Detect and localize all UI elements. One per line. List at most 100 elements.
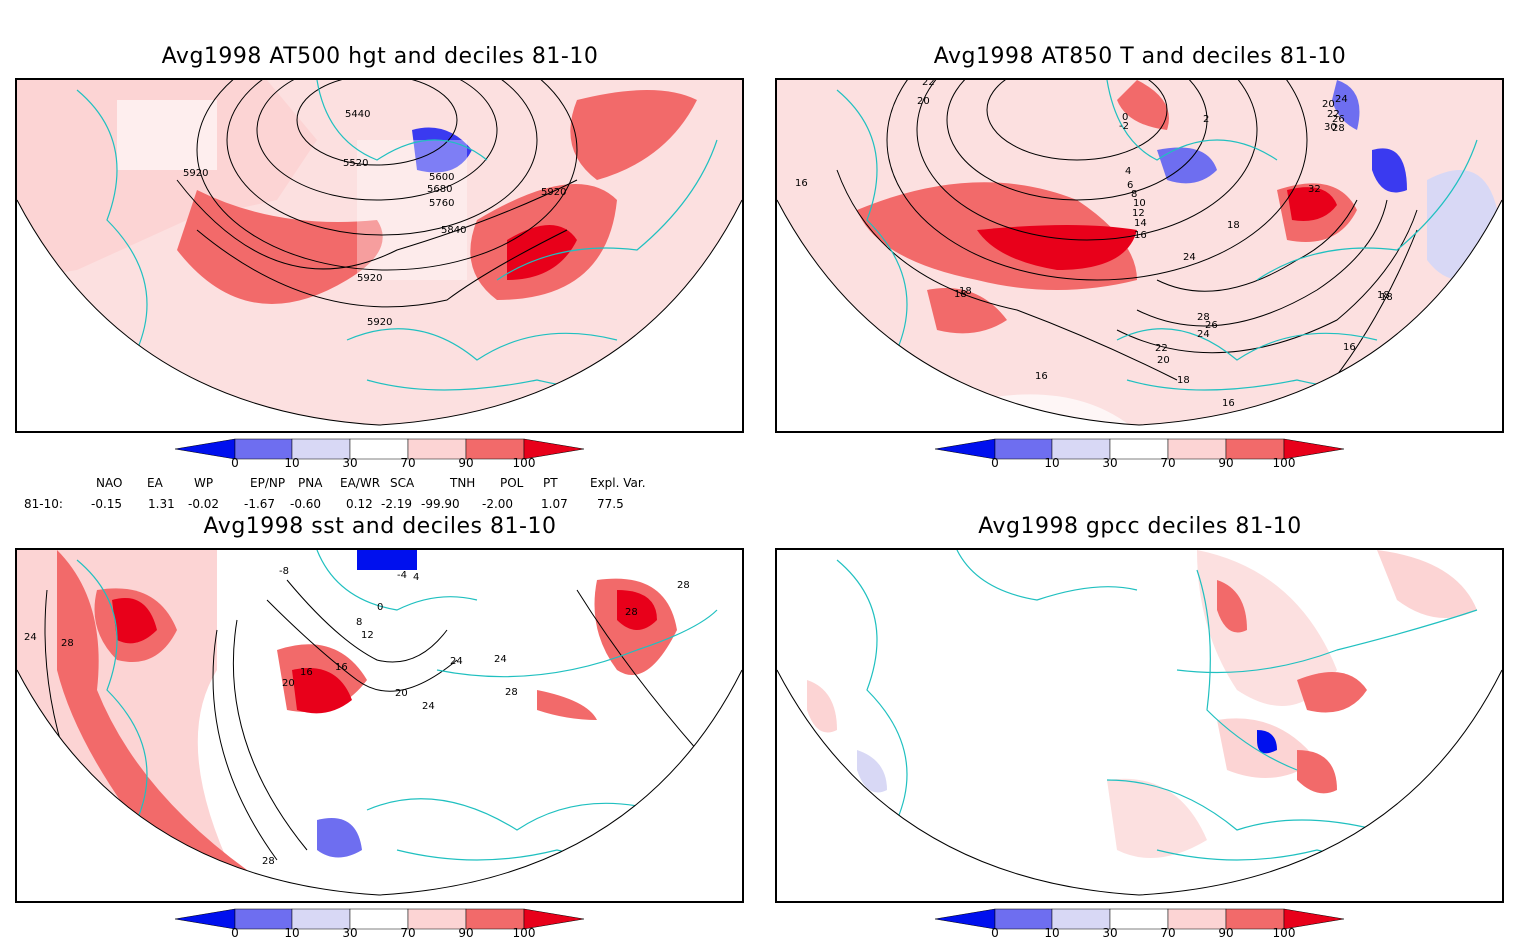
panel-title-gpcc: Avg1998 gpcc deciles 81-10	[978, 514, 1302, 539]
panel-title-sst: Avg1998 sst and deciles 81-10	[203, 514, 557, 539]
contour-label: 5680	[427, 184, 452, 195]
contour-label: 30	[1324, 122, 1337, 133]
colorbar-tick: 90	[458, 456, 474, 470]
shading-strong-positive	[507, 225, 577, 280]
contour-label: 32	[1308, 184, 1321, 195]
shading-negative	[412, 127, 472, 173]
colorbar-tick: 0	[991, 926, 999, 940]
colorbar-graphic	[934, 908, 1345, 930]
contour-label: -4	[397, 570, 407, 581]
index-header: NAO	[96, 476, 123, 490]
contour-label: 20	[282, 678, 295, 689]
contour-label: 4	[413, 572, 419, 583]
index-header: EP/NP	[250, 476, 286, 490]
contour-label: 16	[1134, 230, 1147, 241]
contour-label: 5920	[357, 273, 382, 284]
contour-label: 5920	[541, 187, 566, 198]
colorbar-graphic	[174, 908, 585, 930]
index-header: POL	[500, 476, 524, 490]
colorbar-tick: 100	[512, 926, 536, 940]
colorbar-tick: 90	[458, 926, 474, 940]
contour-label: 16	[300, 667, 313, 678]
contour-label: 20	[917, 96, 930, 107]
index-row-label: 81-10:	[24, 497, 63, 511]
contour-label: 0	[377, 602, 383, 613]
colorbar-tick: 70	[1160, 456, 1176, 470]
contour-label: 28	[625, 607, 638, 618]
contour-label: 22	[1327, 109, 1340, 120]
colorbar-bottom-left: 0 10 30 70 90 100	[174, 908, 585, 940]
colorbar-tick: 0	[991, 456, 999, 470]
contour-label: 2	[1203, 114, 1209, 125]
index-header: SCA	[390, 476, 415, 490]
contour-label: -2	[1119, 121, 1129, 132]
contour-label: 22	[922, 80, 935, 88]
colorbar-tick: 100	[1272, 926, 1296, 940]
contour-label: 18	[959, 286, 972, 297]
contour-label: 28	[677, 580, 690, 591]
colorbar-tick: 30	[1102, 456, 1118, 470]
index-header: TNH	[450, 476, 476, 490]
contour-label: 24	[422, 701, 435, 712]
panel-title-t850: Avg1998 AT850 T and deciles 81-10	[933, 44, 1347, 69]
index-value: 1.31	[148, 497, 175, 511]
index-header: EA/WR	[340, 476, 381, 490]
colorbar-tick: 10	[284, 456, 300, 470]
colorbar-tick: 100	[512, 456, 536, 470]
index-value: -99.90	[421, 497, 460, 511]
contour-label: 5600	[429, 172, 454, 183]
contour-label: 26	[1205, 320, 1218, 331]
map-sst: 24 28 -8 -4 0 4 8 12 16 20 24 28 16 24 2…	[15, 548, 744, 903]
contour-label: 28	[505, 687, 518, 698]
contour-label: 20	[395, 688, 408, 699]
contour-label: 24	[24, 632, 37, 643]
contour-label: 28	[61, 638, 74, 649]
contour-label: 4	[1125, 166, 1131, 177]
contour-label: 8	[1131, 189, 1137, 200]
colorbar-tick: 70	[1160, 926, 1176, 940]
colorbar-top-right: 0 10 30 70 90 100	[934, 438, 1345, 478]
index-value: 0.12	[346, 497, 373, 511]
contour-label: 10	[1133, 198, 1146, 209]
contour-label: 6	[1127, 180, 1133, 191]
contour-label: -8	[279, 566, 289, 577]
contour-label: 24	[1197, 329, 1210, 340]
colorbar-tick: 30	[1102, 926, 1118, 940]
contour-label: 5920	[183, 168, 208, 179]
panel-title-hgt500: Avg1998 AT500 hgt and deciles 81-10	[161, 44, 599, 69]
contour-label: 5440	[345, 109, 370, 120]
contour-label: 26	[1332, 114, 1345, 125]
contour-label: 24	[494, 654, 507, 665]
contour-label: 5840	[441, 225, 466, 236]
contour-label: 16	[1222, 398, 1235, 409]
contour-label: 18	[1227, 220, 1240, 231]
contour-label: 20	[1322, 99, 1335, 110]
colorbar-tick: 90	[1218, 456, 1234, 470]
contour-label: 16	[1035, 371, 1048, 382]
colorbar-tick: 10	[1044, 456, 1060, 470]
index-header: PNA	[298, 476, 323, 490]
contour-label: 16	[795, 178, 808, 189]
index-header: PT	[543, 476, 558, 490]
contour-label: 12	[1132, 208, 1145, 219]
colorbar-tick: 30	[342, 456, 358, 470]
contour-label: 14	[1134, 218, 1147, 229]
contour-label: 18	[1380, 292, 1393, 303]
map-gpcc	[775, 548, 1504, 903]
index-value: 1.07	[541, 497, 568, 511]
contour-label: 22	[1155, 343, 1168, 354]
contour-label: 8	[356, 617, 362, 628]
contour-label: 5520	[343, 158, 368, 169]
contour-label: 16	[335, 662, 348, 673]
colorbar-tick: 30	[342, 926, 358, 940]
colorbar-graphic	[174, 438, 585, 460]
colorbar-graphic	[934, 438, 1345, 460]
contour-label: 5760	[429, 198, 454, 209]
contour-label: 24	[1335, 94, 1348, 105]
index-value: -0.02	[188, 497, 220, 511]
contour-label: 5920	[367, 317, 392, 328]
colorbar-top-left: 0 10 30 70 90 100	[174, 438, 585, 478]
index-value: 77.5	[597, 497, 624, 511]
shading-positive-1	[177, 190, 383, 304]
index-value: -0.15	[91, 497, 123, 511]
